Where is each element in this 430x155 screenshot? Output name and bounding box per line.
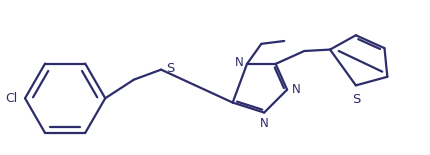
Text: N: N bbox=[291, 83, 299, 96]
Text: N: N bbox=[259, 117, 268, 130]
Text: N: N bbox=[234, 56, 243, 69]
Text: S: S bbox=[351, 93, 359, 106]
Text: S: S bbox=[166, 62, 174, 75]
Text: Cl: Cl bbox=[5, 92, 17, 105]
